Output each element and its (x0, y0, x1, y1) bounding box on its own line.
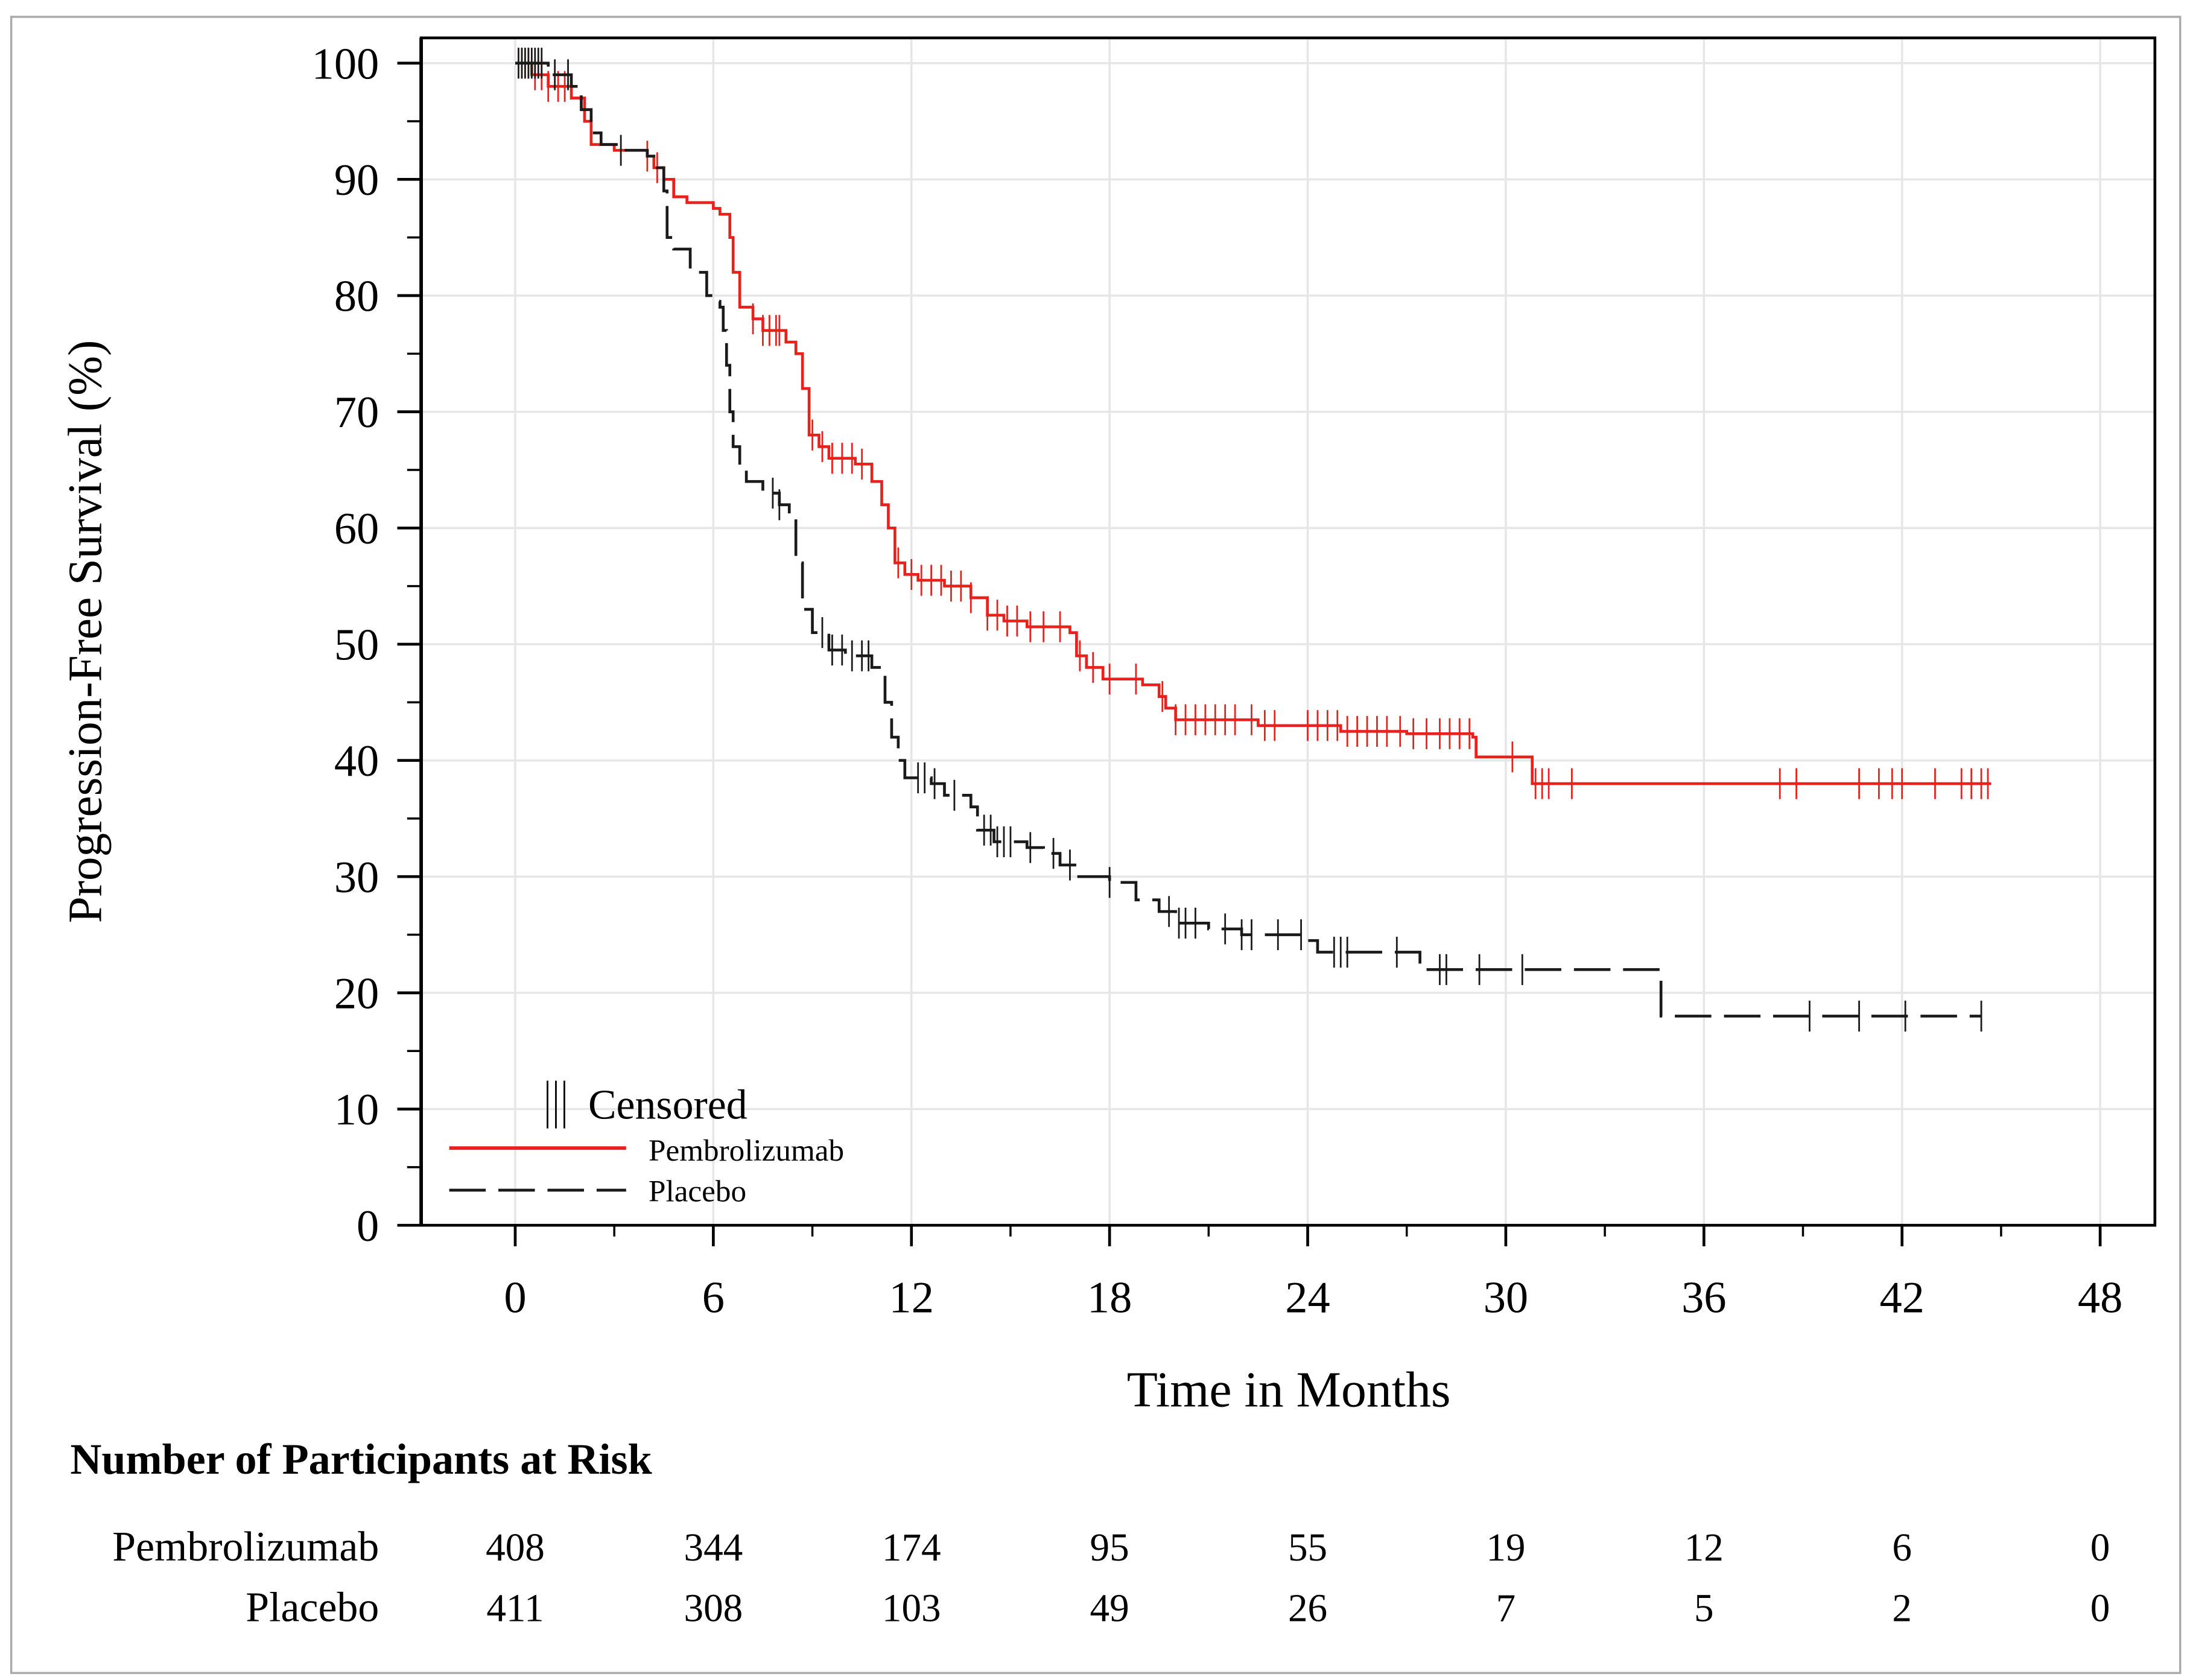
y-tick-label: 90 (334, 156, 379, 205)
x-tick-label: 12 (889, 1273, 934, 1322)
placebo-censor-marks (518, 48, 1982, 1032)
x-tick-label: 6 (702, 1273, 725, 1322)
legend-placebo-label: Placebo (649, 1174, 746, 1209)
x-tick-label: 24 (1285, 1273, 1330, 1322)
censored-symbol-icon (547, 1080, 565, 1129)
x-tick-label: 0 (504, 1273, 526, 1322)
x-tick-label: 48 (2078, 1273, 2122, 1322)
at-risk-row-label-placebo: Placebo (246, 1584, 379, 1631)
y-tick-label: 100 (312, 39, 379, 89)
curves (515, 48, 1992, 1032)
at-risk-pembrolizumab-value: 408 (486, 1526, 545, 1570)
at-risk-title: Number of Participants at Risk (70, 1435, 652, 1483)
at-risk-pembrolizumab-value: 12 (1684, 1526, 1724, 1570)
y-tick-label: 60 (334, 504, 379, 554)
at-risk-pembrolizumab-value: 55 (1288, 1526, 1327, 1570)
x-tick-label: 30 (1484, 1273, 1528, 1322)
at-risk-placebo-value: 5 (1694, 1586, 1714, 1630)
gridlines (422, 39, 2154, 1226)
y-tick-label: 50 (334, 621, 379, 670)
x-tick-label: 42 (1879, 1273, 1924, 1322)
legend-pembrolizumab-label: Pembrolizumab (649, 1133, 844, 1168)
legend-censored-label: Censored (588, 1082, 747, 1128)
x-tick-label: 18 (1087, 1273, 1132, 1322)
at-risk-placebo-value: 0 (2090, 1586, 2110, 1630)
outer-frame (10, 16, 2182, 1675)
at-risk-pembrolizumab-value: 6 (1892, 1526, 1912, 1570)
at-risk-placebo-value: 49 (1090, 1586, 1129, 1630)
at-risk-table: Number of Participants at Risk Pembroliz… (70, 1435, 2110, 1631)
at-risk-placebo-value: 2 (1892, 1586, 1912, 1630)
at-risk-placebo-value: 7 (1496, 1586, 1516, 1630)
at-risk-placebo-value: 26 (1288, 1586, 1327, 1630)
at-risk-placebo-value: 308 (684, 1586, 743, 1630)
y-tick-label: 40 (334, 737, 379, 786)
y-axis-label: Progression-Free Survival (%) (60, 340, 112, 924)
at-risk-pembrolizumab-value: 174 (882, 1526, 941, 1570)
y-tick-label: 20 (334, 969, 379, 1018)
y-tick-label: 30 (334, 853, 379, 902)
y-tick-label: 0 (357, 1202, 379, 1251)
legend: Censored Pembrolizumab Placebo (449, 1080, 844, 1209)
at-risk-placebo-value: 103 (882, 1586, 941, 1630)
y-tick-label: 70 (334, 388, 379, 437)
axes: 0 6 12 18 24 30 36 42 48 0 10 20 30 40 50 60 70 80 90 100 (312, 37, 2122, 1322)
at-risk-pembrolizumab-value: 95 (1090, 1526, 1129, 1570)
at-risk-pembrolizumab-value: 19 (1486, 1526, 1525, 1570)
at-risk-pembrolizumab-value: 0 (2090, 1526, 2110, 1570)
y-tick-label: 10 (334, 1085, 379, 1135)
x-tick-label: 36 (1681, 1273, 1726, 1322)
placebo-curve (515, 62, 1982, 1018)
x-axis-label: Time in Months (1127, 1361, 1451, 1418)
at-risk-placebo-value: 411 (486, 1586, 544, 1630)
at-risk-pembrolizumab-value: 344 (684, 1526, 743, 1570)
at-risk-row-label-pembrolizumab: Pembrolizumab (112, 1524, 379, 1570)
y-tick-label: 80 (334, 272, 379, 322)
